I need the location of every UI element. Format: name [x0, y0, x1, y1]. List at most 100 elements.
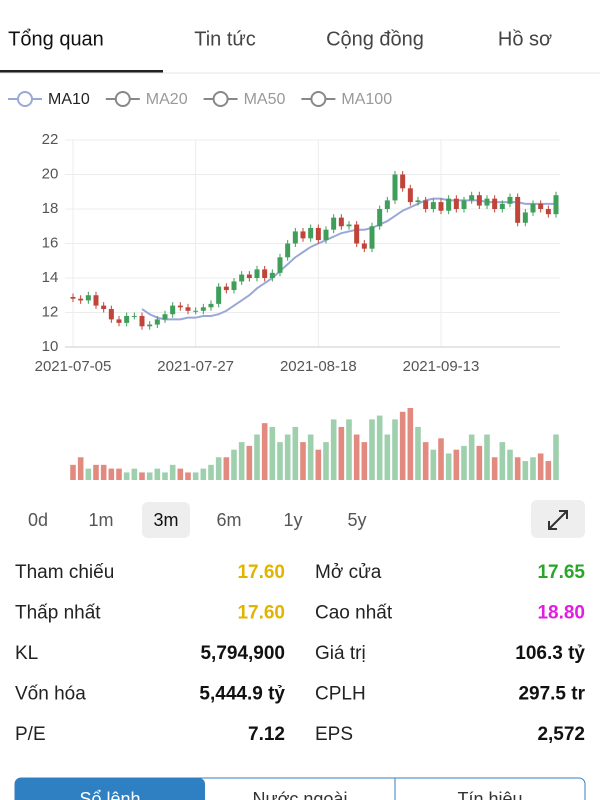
volume-bar — [384, 434, 391, 480]
volume-bar — [77, 457, 84, 480]
bottom-tab-active — [15, 778, 205, 800]
stat-label: P/E — [15, 724, 46, 745]
volume-bar — [200, 468, 207, 480]
volume-bar — [346, 419, 352, 480]
candle-body — [231, 281, 237, 291]
volume-bar — [369, 419, 375, 480]
candle-body — [430, 202, 436, 209]
period-button[interactable]: 1m — [88, 510, 113, 530]
candle-body — [285, 243, 291, 258]
volume-bar — [292, 426, 299, 480]
period-button[interactable]: 5y — [347, 510, 366, 530]
candle-body — [530, 203, 536, 213]
candle-body — [338, 217, 344, 227]
bottom-tab[interactable]: Tín hiệu — [457, 789, 522, 800]
stat-value: 5,444.9 tỷ — [199, 684, 285, 705]
volume-bar — [330, 419, 337, 480]
stat-label: KL — [15, 643, 38, 664]
candle-body — [208, 303, 214, 308]
candle-body — [384, 200, 390, 209]
candle-body — [377, 209, 383, 227]
period-button[interactable]: 6m — [216, 510, 241, 530]
candle-body — [101, 305, 107, 310]
volume-bar — [514, 457, 521, 480]
candle-body — [469, 195, 475, 201]
volume-bar — [246, 445, 253, 480]
candle-body — [538, 203, 544, 209]
candle-body — [254, 269, 260, 278]
candle-body — [331, 217, 337, 230]
candle-body — [78, 298, 84, 301]
volume-bar — [162, 472, 168, 480]
volume-bar — [422, 442, 429, 480]
volume-bar — [100, 464, 107, 480]
tab[interactable]: Tin tức — [194, 28, 256, 50]
volume-bar — [261, 423, 268, 480]
candle-body — [277, 257, 283, 273]
legend-label[interactable]: MA100 — [341, 91, 392, 108]
candle-body — [162, 314, 168, 320]
period-button[interactable]: 1y — [283, 510, 302, 530]
volume-bar — [231, 449, 237, 480]
tab[interactable]: Cộng đồng — [326, 28, 424, 50]
volume-bar — [223, 457, 230, 480]
legend-label[interactable]: MA50 — [244, 91, 286, 108]
tab-underline — [0, 70, 163, 73]
volume-bar — [93, 464, 99, 480]
candle-body — [476, 195, 482, 206]
volume-bar — [438, 438, 444, 480]
bottom-tab[interactable]: Nước ngoài — [253, 789, 348, 800]
volume-bar — [445, 453, 452, 480]
candle-body — [216, 286, 222, 304]
candle-body — [484, 198, 490, 206]
stat-value: 2,572 — [537, 724, 585, 745]
candle-body — [453, 198, 459, 209]
volume-bar — [522, 461, 529, 480]
candle-body — [392, 174, 398, 201]
candle-body — [177, 305, 183, 308]
volume-bar — [338, 426, 345, 480]
candle-body — [354, 224, 360, 244]
volume-bar — [192, 472, 199, 480]
volume-bar — [131, 468, 138, 480]
candle-body — [193, 310, 199, 312]
y-tick-label: 10 — [42, 338, 59, 355]
y-tick-label: 18 — [42, 200, 59, 217]
tab[interactable]: Hồ sơ — [498, 28, 552, 50]
stat-value: 5,794,900 — [200, 643, 285, 664]
stat-value: 7.12 — [248, 724, 285, 745]
volume-bar — [185, 472, 191, 480]
volume-bar — [108, 468, 115, 480]
volume-bar — [269, 426, 276, 480]
stat-label: Cao nhất — [315, 603, 393, 624]
candle-body — [262, 269, 268, 278]
candle-body — [507, 196, 513, 204]
candle-body — [239, 274, 245, 282]
legend-label[interactable]: MA20 — [146, 91, 188, 108]
stat-value: 17.60 — [237, 603, 285, 624]
tab[interactable]: Tổng quan — [8, 28, 104, 50]
volume-bar — [468, 434, 475, 480]
ma-line — [141, 197, 556, 321]
stat-label: Giá trị — [315, 643, 366, 664]
y-tick-label: 16 — [42, 234, 59, 251]
candle-body — [415, 200, 421, 203]
stat-label: Mở cửa — [315, 562, 382, 583]
stat-value: 106.3 tỷ — [515, 643, 585, 664]
period-button[interactable]: 0d — [28, 510, 48, 530]
period-button[interactable]: 3m — [153, 510, 178, 530]
volume-bar — [415, 426, 421, 480]
volume-bar — [376, 415, 383, 480]
volume-bar — [85, 468, 92, 480]
volume-bar — [537, 453, 544, 480]
volume-bar — [553, 434, 559, 480]
candle-body — [70, 296, 76, 299]
stat-label: Vốn hóa — [15, 684, 86, 705]
legend-label[interactable]: MA10 — [48, 91, 90, 108]
bottom-tab[interactable]: Sổ lệnh — [79, 789, 140, 800]
candle-body — [346, 224, 352, 227]
expand-icon — [548, 510, 568, 530]
candle-body — [85, 295, 91, 301]
